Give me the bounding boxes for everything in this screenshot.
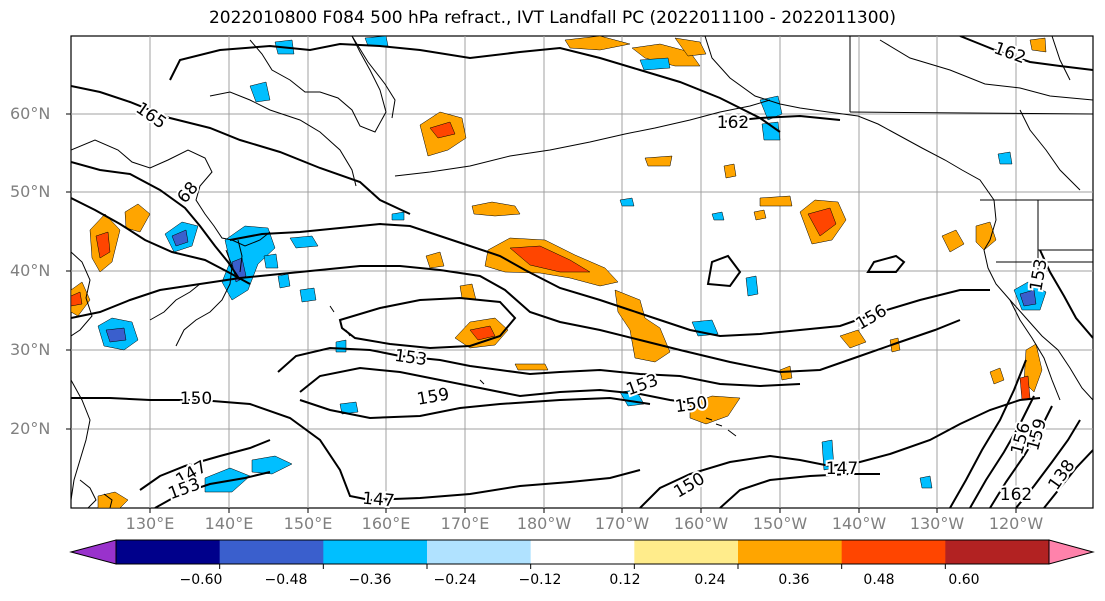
lon-label: 140°E: [204, 514, 254, 533]
colorbar-segment: [427, 540, 532, 564]
colorbar-tick-label: 0.12: [609, 572, 641, 588]
lon-label: 150°W: [752, 514, 808, 533]
colorbar-segment: [219, 540, 324, 564]
ivt-shading: [71, 36, 1047, 508]
colorbar-tick-label: −0.60: [179, 572, 223, 588]
colorbar-segment: [945, 540, 1050, 564]
colorbar-extend-low: [69, 539, 117, 565]
contour-label: 147: [361, 489, 395, 512]
lon-label: 130°E: [125, 514, 175, 533]
colorbar-tick-label: 0.24: [694, 572, 726, 588]
lon-label: 150°E: [283, 514, 333, 533]
contour-label: 153: [393, 346, 428, 370]
lat-label: 20°N: [10, 419, 51, 438]
colorbar-segment: [116, 540, 221, 564]
refractivity-contours: [71, 36, 1093, 508]
lon-label: 180°W: [516, 514, 572, 533]
contour-label: 162: [717, 113, 749, 133]
colorbar-tick-label: −0.12: [518, 572, 562, 588]
lon-label: 170°W: [594, 514, 650, 533]
contour-label: 147: [826, 459, 858, 479]
contour-label: 162: [1000, 485, 1032, 505]
colorbar-tick-label: 0.48: [863, 572, 895, 588]
lon-label: 130°W: [909, 514, 965, 533]
colorbar-tick-label: −0.24: [433, 572, 477, 588]
colorbar-tick-label: −0.36: [348, 572, 392, 588]
lon-label: 160°E: [361, 514, 411, 533]
lon-label: 170°E: [440, 514, 490, 533]
lon-label: 120°W: [988, 514, 1044, 533]
colorbar-segment: [530, 540, 635, 564]
lat-label: 50°N: [10, 182, 51, 201]
colorbar-segment: [841, 540, 946, 564]
colorbar-tick-label: 0.60: [948, 572, 980, 588]
lat-label: 40°N: [10, 261, 51, 280]
colorbar-extend-high: [1048, 539, 1095, 565]
contour-label: 150: [180, 389, 212, 409]
lat-label: 60°N: [10, 104, 51, 123]
colorbar: [69, 539, 1095, 569]
lat-label: 30°N: [10, 340, 51, 359]
colorbar-segment: [634, 540, 739, 564]
lon-label: 160°W: [673, 514, 729, 533]
colorbar-tick-label: −0.48: [264, 572, 308, 588]
lon-label: 140°W: [831, 514, 887, 533]
colorbar-segment: [323, 540, 428, 564]
map-title: 2022010800 F084 500 hPa refract., IVT La…: [208, 8, 896, 28]
colorbar-segment: [738, 540, 843, 564]
colorbar-tick-label: 0.36: [778, 572, 810, 588]
axis-ticks: [66, 113, 1017, 513]
coastlines: [71, 36, 1093, 508]
